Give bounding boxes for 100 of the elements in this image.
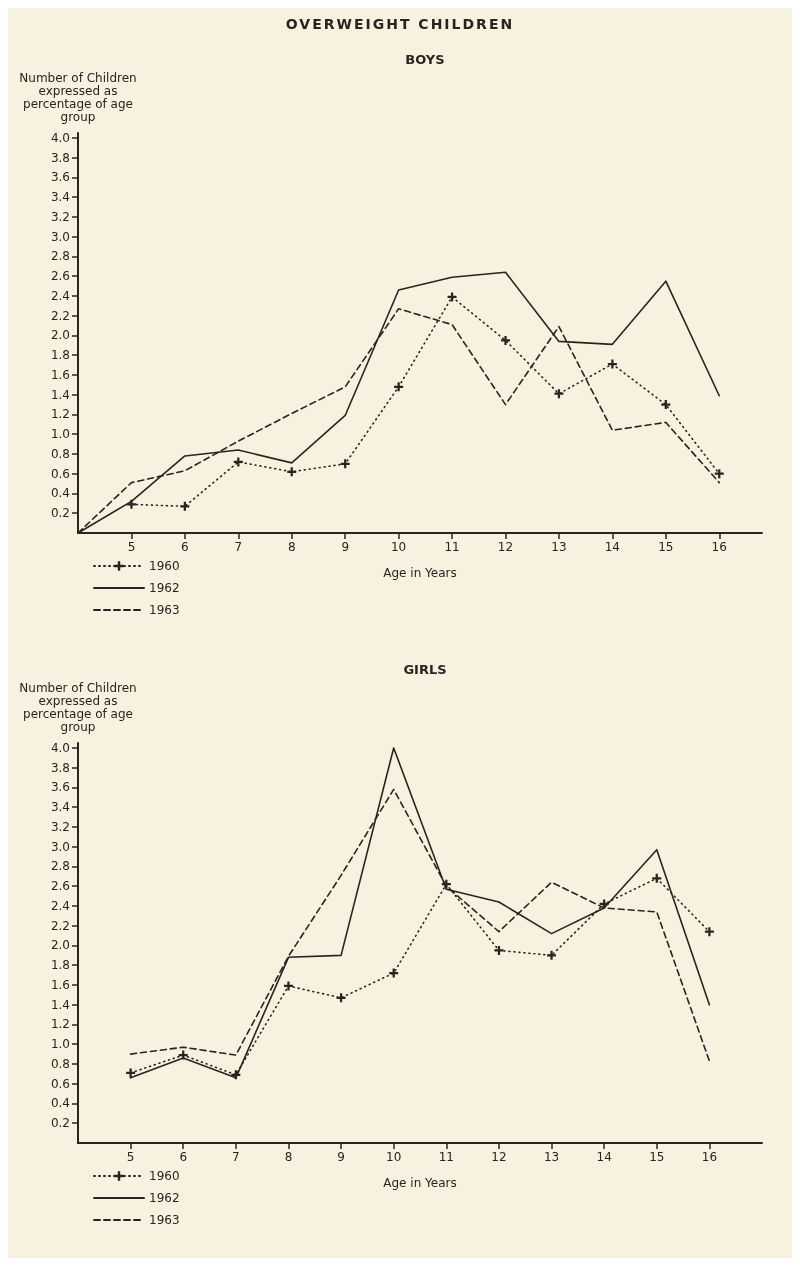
- y-tick-label: 0.8: [50, 446, 70, 461]
- point: [283, 981, 293, 991]
- y-axis-title: Number of Children expressed as percentage of age group: [19, 70, 137, 124]
- y-tick-label: 4.0: [50, 130, 70, 145]
- y-tick-label: 3.6: [50, 170, 70, 185]
- y-tick-label: 0.8: [50, 1056, 70, 1071]
- x-tick-label: 10: [386, 1150, 402, 1164]
- x-axis-title: Age in Years: [383, 1176, 457, 1190]
- y-tick-label: 0.4: [50, 486, 70, 501]
- point: [180, 501, 190, 511]
- point: [231, 1070, 241, 1080]
- x-tick-label: 16: [701, 1150, 718, 1164]
- y-tick-label: 1.4: [50, 387, 70, 402]
- y-tick-label: 2.4: [50, 898, 70, 913]
- y-tick-label: 3.6: [50, 780, 70, 795]
- y-tick-label: 2.6: [50, 879, 70, 894]
- x-tick-label: 7: [232, 1150, 240, 1164]
- x-tick-label: 13: [543, 1150, 560, 1164]
- x-tick-label: 6: [181, 540, 189, 554]
- chart-title: BOYS: [405, 52, 445, 67]
- y-tick-label: 3.2: [50, 819, 70, 834]
- x-tick-label: 9: [337, 1150, 345, 1164]
- y-tick-label: 3.0: [50, 839, 70, 854]
- legend-label: 1962: [149, 581, 180, 595]
- y-tick-label: 3.8: [50, 760, 70, 775]
- y-tick-label: 3.4: [50, 190, 70, 205]
- x-tick-label: 12: [491, 1150, 507, 1164]
- x-tick-label: 12: [497, 540, 514, 554]
- legend-label: 1962: [149, 1191, 180, 1205]
- x-tick-label: 14: [596, 1150, 612, 1164]
- chart-title: GIRLS: [403, 662, 447, 677]
- legend-label: 1960: [149, 559, 180, 573]
- y-tick-label: 2.6: [50, 269, 70, 284]
- x-tick-label: 15: [658, 540, 674, 554]
- y-tick-label: 2.8: [50, 859, 70, 874]
- y-tick-label: 2.0: [50, 328, 70, 343]
- y-tick-label: 3.8: [50, 150, 70, 165]
- point: [178, 1050, 188, 1060]
- point: [607, 359, 617, 369]
- y-tick-label: 0.6: [50, 466, 70, 481]
- legend-label: 1963: [149, 1213, 180, 1227]
- y-tick-label: 1.6: [50, 367, 70, 382]
- point: [336, 993, 346, 1003]
- point: [447, 292, 457, 302]
- y-tick-label: 0.6: [50, 1076, 70, 1091]
- point: [126, 1068, 136, 1078]
- point: [704, 927, 714, 937]
- x-tick-label: 7: [234, 540, 243, 554]
- point: [547, 950, 557, 960]
- x-tick-label: 11: [438, 1150, 454, 1164]
- point: [661, 400, 671, 410]
- point: [394, 382, 404, 392]
- point: [233, 457, 243, 467]
- x-tick-label: 8: [287, 540, 296, 554]
- y-tick-label: 3.2: [50, 209, 70, 224]
- y-tick-label: 1.2: [50, 407, 70, 422]
- x-axis-title: Age in Years: [383, 566, 457, 580]
- x-tick-label: 10: [390, 540, 407, 554]
- legend-label: 1960: [149, 1169, 180, 1183]
- y-tick-label: 2.8: [50, 249, 70, 264]
- x-tick-label: 5: [127, 540, 136, 554]
- legend-label: 1963: [149, 603, 180, 617]
- point: [287, 467, 297, 477]
- y-tick-label: 0.4: [50, 1096, 70, 1111]
- point: [126, 499, 136, 509]
- point: [714, 469, 724, 479]
- y-tick-label: 1.0: [50, 1037, 70, 1052]
- x-tick-label: 14: [604, 540, 621, 554]
- y-tick-label: 1.8: [50, 348, 70, 363]
- point: [554, 389, 564, 399]
- point: [501, 335, 510, 345]
- x-tick-label: 11: [444, 540, 460, 554]
- y-tick-label: 1.8: [50, 958, 70, 973]
- y-tick-label: 3.0: [50, 229, 70, 244]
- x-tick-label: 16: [711, 540, 727, 554]
- point: [652, 873, 662, 883]
- y-tick-label: 2.0: [50, 938, 70, 953]
- point: [340, 459, 350, 469]
- y-tick-label: 3.4: [50, 800, 70, 815]
- y-tick-label: 2.2: [50, 918, 70, 933]
- x-tick-label: 5: [126, 1150, 135, 1164]
- y-tick-label: 1.0: [50, 427, 70, 442]
- y-tick-label: 2.4: [50, 288, 70, 303]
- point: [494, 945, 504, 955]
- point: [599, 899, 609, 909]
- y-tick-label: 1.2: [50, 1017, 70, 1032]
- y-tick-label: 0.2: [50, 506, 70, 521]
- y-axis-title: Number of Children expressed as percentage of age group: [19, 680, 137, 734]
- y-tick-label: 0.2: [50, 1116, 70, 1131]
- x-tick-label: 8: [284, 1150, 293, 1164]
- y-tick-label: 4.0: [50, 740, 70, 755]
- text: OVERWEIGHT CHILDREN: [284, 16, 516, 32]
- y-tick-label: 2.2: [50, 308, 70, 323]
- point: [441, 879, 451, 889]
- y-tick-label: 1.4: [50, 997, 70, 1012]
- y-tick-label: 1.6: [50, 977, 70, 992]
- x-tick-label: 13: [551, 540, 567, 554]
- x-tick-label: 6: [179, 1150, 188, 1164]
- point: [389, 968, 399, 978]
- x-tick-label: 15: [649, 1150, 665, 1164]
